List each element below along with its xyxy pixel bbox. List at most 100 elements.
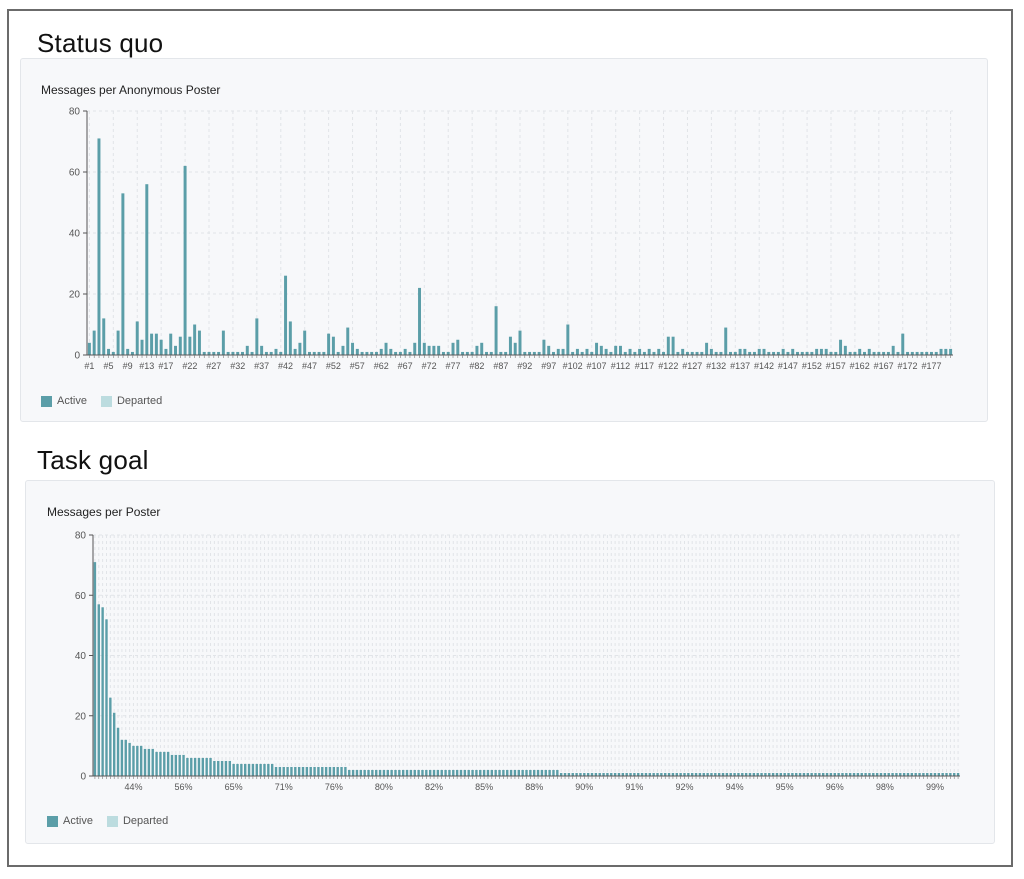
bar [371,769,374,776]
x-tick-label: #107 [587,361,607,371]
bar [548,769,551,776]
bar [902,772,906,776]
bar [621,772,625,776]
legend-item-active[interactable]: Active [47,815,93,827]
bar [228,760,231,776]
bar [833,772,836,776]
y-tick-label: 20 [69,290,81,301]
bar [776,351,780,355]
bar [933,772,937,776]
bar [949,772,952,776]
bar [700,351,704,355]
bar [695,351,699,355]
bar [163,751,166,776]
bar [618,345,622,355]
bar [671,336,675,355]
bar [251,763,255,776]
y-tick-label: 80 [69,107,81,118]
bar [772,351,776,355]
bar [595,342,599,355]
x-tick-label: #77 [446,361,461,371]
bar [791,348,795,355]
bar [733,351,737,355]
bar [205,757,208,776]
bar [461,351,465,355]
x-tick-label: #157 [826,361,846,371]
bar [714,351,718,355]
bar [937,772,941,776]
bar [384,342,388,355]
bar [800,351,804,355]
bar [729,772,732,776]
bar [864,772,867,776]
x-tick-label: #27 [206,361,221,371]
y-tick-label: 60 [69,168,81,179]
bar [455,769,459,776]
x-tick-label: #102 [563,361,583,371]
bar-chart-task-goal: 0 20 40 60 80 44% 56% 65% 71% 76% 80% 82% 85% 88% 90% 9… [75,531,960,792]
bar [274,766,278,776]
bar [341,345,345,355]
bar [247,763,251,776]
bar [818,772,821,776]
bar [126,348,130,355]
bar [886,351,890,355]
legend-item-active[interactable]: Active [41,395,87,407]
bar [193,324,197,355]
bar [494,769,497,776]
bar [594,772,598,776]
bar [486,769,490,776]
bar [633,351,637,355]
bar [421,769,424,776]
bar [432,769,436,776]
bar [858,348,862,355]
legend-item-departed[interactable]: Departed [106,815,168,827]
bar [681,348,685,355]
bar [360,351,364,355]
bar [532,351,536,355]
bar [264,351,268,355]
bar [513,769,517,776]
bar [882,351,886,355]
bar [744,772,748,776]
bar [186,757,189,776]
bar [714,772,717,776]
bar [255,763,258,776]
bar [508,336,512,355]
bar [733,772,736,776]
bar [637,772,640,776]
bar [843,345,847,355]
bar [834,351,838,355]
bar [250,351,254,355]
bar [182,754,185,776]
bar [105,619,108,776]
bar [599,345,603,355]
y-tick-label: 80 [75,531,87,542]
bar [408,351,412,355]
legend-item-departed[interactable]: Departed [100,395,162,407]
bar [829,772,833,776]
x-tick-label: #37 [254,361,269,371]
bar [166,751,170,776]
bar [698,772,702,776]
x-tick-label: 82% [425,782,443,792]
bar [822,772,825,776]
bar [346,327,350,355]
x-tick-label: 99% [926,782,944,792]
bar [428,769,432,776]
legend-swatch-departed [106,815,118,827]
bar [317,766,320,776]
bar [136,745,139,776]
bar [475,769,478,776]
bar [860,772,863,776]
bar [705,342,709,355]
bar [868,772,871,776]
x-tick-label: #5 [104,361,114,371]
bar [236,351,240,355]
bar [87,342,91,355]
bar [109,697,112,776]
bar [604,348,608,355]
bar [606,772,609,776]
bar [370,351,374,355]
bar [783,772,786,776]
